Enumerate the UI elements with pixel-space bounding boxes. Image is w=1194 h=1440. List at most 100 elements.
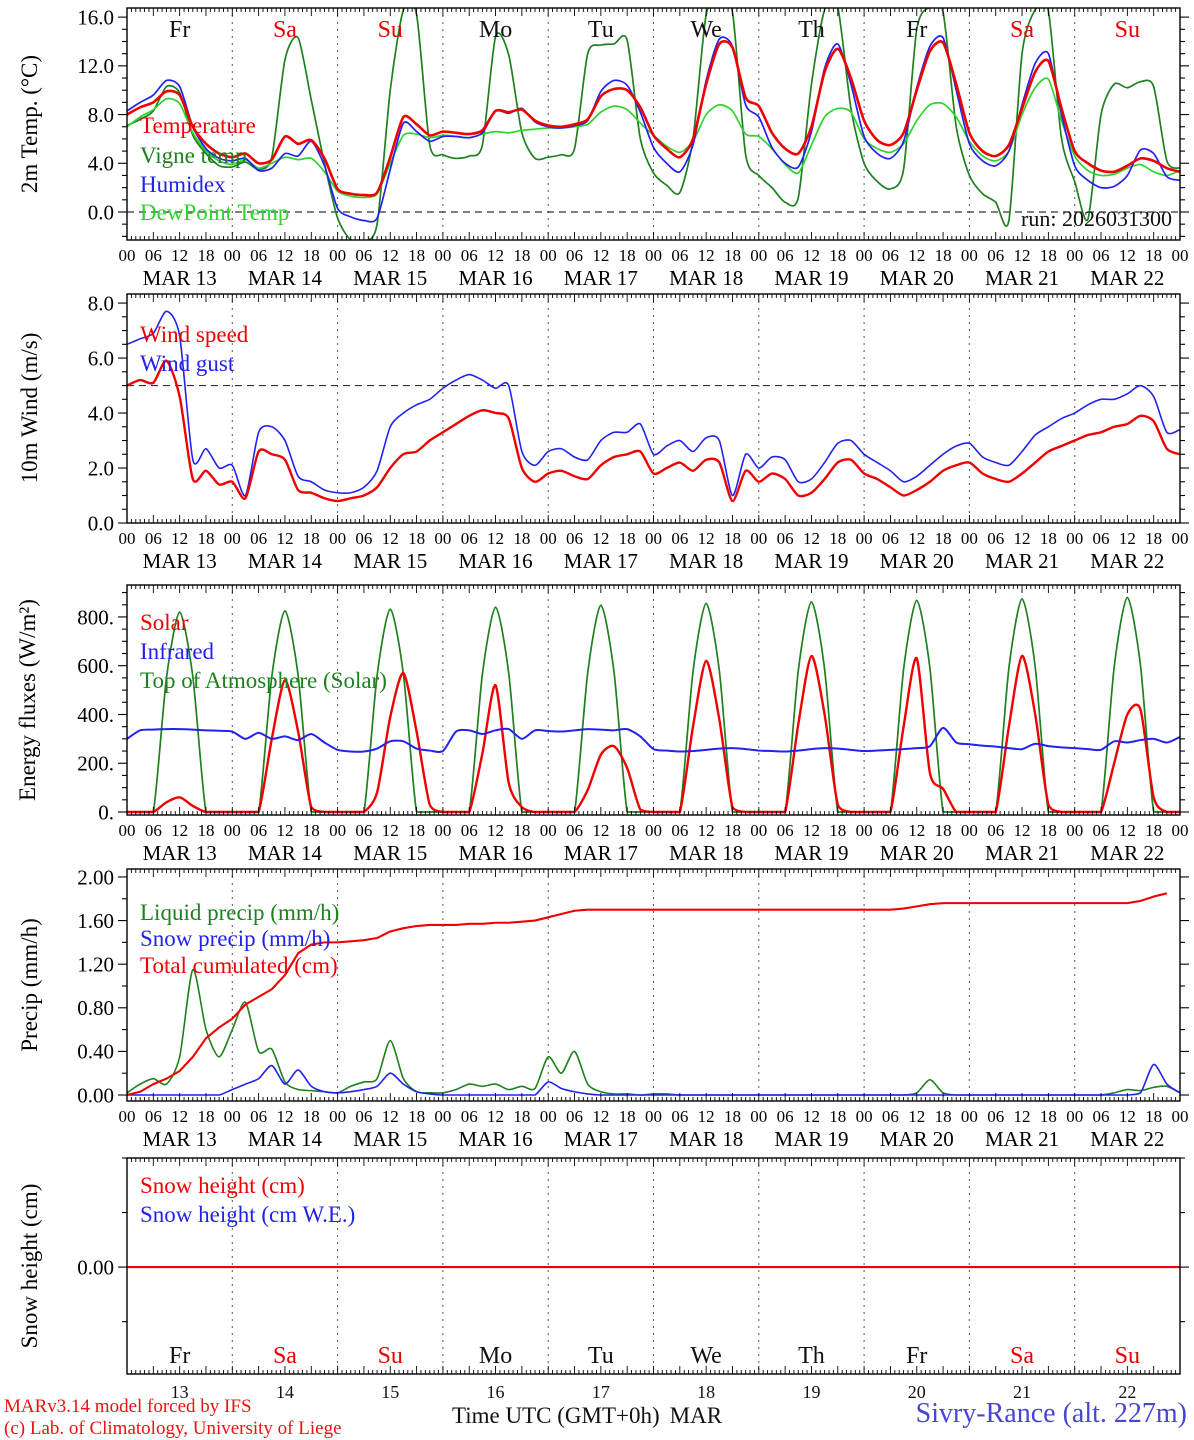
y-tick-label: 0.40 bbox=[77, 1040, 114, 1064]
x-date-label: MAR 22 bbox=[1090, 266, 1164, 290]
x-date-label: MAR 18 bbox=[669, 1127, 743, 1151]
y-tick-label: 8.0 bbox=[88, 103, 114, 127]
x-tick-label: 18 bbox=[1040, 821, 1057, 840]
x-date-label: MAR 15 bbox=[353, 1127, 427, 1151]
x-tick-label: 00 bbox=[224, 1107, 241, 1126]
x-tick-label: 00 bbox=[750, 246, 767, 265]
x-tick-label: 00 bbox=[750, 529, 767, 548]
day-number: 17 bbox=[592, 1382, 610, 1402]
footer-model-credit: MARv3.14 model forced by IFS bbox=[4, 1396, 252, 1417]
x-ruler-ticks bbox=[126, 294, 1181, 523]
x-tick-label: 18 bbox=[1040, 1107, 1057, 1126]
x-tick-label: 12 bbox=[487, 821, 504, 840]
day-number: 19 bbox=[802, 1382, 820, 1402]
x-ruler-ticks bbox=[126, 585, 1181, 815]
time-axis-month: MAR bbox=[669, 1403, 723, 1428]
x-tick-label: 06 bbox=[461, 529, 478, 548]
x-date-label: MAR 15 bbox=[353, 549, 427, 573]
x-tick-label: 18 bbox=[303, 529, 320, 548]
y-tick-label: 0.0 bbox=[88, 200, 114, 224]
x-tick-label: 12 bbox=[1119, 246, 1136, 265]
x-tick-label: 18 bbox=[935, 529, 952, 548]
x-tick-label: 18 bbox=[513, 821, 530, 840]
y-ticks bbox=[118, 876, 1189, 1096]
day-number: 13 bbox=[171, 1382, 189, 1402]
y-tick-label: 400. bbox=[77, 703, 114, 727]
y-axis-label-precip: Precip (mm/h) bbox=[17, 918, 42, 1052]
panel-snow: 0.00 Snow height (cm) Snow height (cm W.E.… bbox=[77, 1157, 1189, 1375]
x-tick-label: 00 bbox=[434, 246, 451, 265]
x-tick-label: 18 bbox=[1040, 529, 1057, 548]
x-tick-label: 18 bbox=[197, 529, 214, 548]
x-tick-label: 00 bbox=[1066, 529, 1083, 548]
x-tick-label: 00 bbox=[1066, 821, 1083, 840]
x-tick-label: 12 bbox=[803, 1107, 820, 1126]
x-tick-label: 00 bbox=[856, 246, 873, 265]
x-tick-label: 12 bbox=[382, 821, 399, 840]
x-tick-label: 06 bbox=[355, 821, 372, 840]
x-tick-label: 06 bbox=[671, 529, 688, 548]
x-tick-label: 12 bbox=[382, 246, 399, 265]
x-tick-label: 06 bbox=[1093, 1107, 1110, 1126]
x-tick-label: 12 bbox=[698, 1107, 715, 1126]
x-tick-label: 06 bbox=[882, 821, 899, 840]
x-date-label: MAR 19 bbox=[774, 549, 848, 573]
x-tick-label: 00 bbox=[540, 246, 557, 265]
x-date-label: MAR 17 bbox=[564, 549, 638, 573]
day-number: 15 bbox=[381, 1382, 399, 1402]
x-tick-label: 12 bbox=[487, 529, 504, 548]
x-date-label: MAR 13 bbox=[143, 266, 217, 290]
series-infrared bbox=[127, 726, 1180, 754]
legend-top-of-atmosphere-solar: Top of Atmosphere (Solar) bbox=[140, 668, 387, 693]
series-vigne-temp bbox=[127, 8, 1180, 240]
x-tick-label: 12 bbox=[908, 246, 925, 265]
x-date-label: MAR 17 bbox=[564, 1127, 638, 1151]
legend-snow-precip-mm-h: Snow precip (mm/h) bbox=[140, 926, 330, 951]
x-tick-label: 00 bbox=[224, 821, 241, 840]
day-name-bottom: We bbox=[690, 1343, 721, 1369]
x-date-label: MAR 14 bbox=[248, 549, 323, 573]
x-tick-label: 18 bbox=[1145, 529, 1162, 548]
x-date-label: MAR 21 bbox=[985, 841, 1059, 865]
y-ticks bbox=[118, 1157, 1189, 1323]
x-tick-label: 06 bbox=[987, 529, 1004, 548]
x-date-label: MAR 19 bbox=[774, 841, 848, 865]
x-tick-label: 00 bbox=[434, 1107, 451, 1126]
x-tick-label: 06 bbox=[671, 1107, 688, 1126]
legend-temperature: Temperature bbox=[140, 113, 256, 138]
legend-infrared: Infrared bbox=[140, 639, 215, 664]
x-tick-label: 06 bbox=[566, 821, 583, 840]
x-tick-label: 12 bbox=[803, 529, 820, 548]
x-tick-label: 00 bbox=[961, 821, 978, 840]
x-tick-label: 00 bbox=[329, 529, 346, 548]
panel-frame bbox=[126, 293, 1181, 524]
x-tick-label: 12 bbox=[276, 1107, 293, 1126]
y-ticks bbox=[118, 302, 1189, 524]
x-tick-label: 00 bbox=[961, 246, 978, 265]
x-tick-label: 18 bbox=[829, 1107, 846, 1126]
x-tick-label: 06 bbox=[777, 1107, 794, 1126]
day-name-top: Fr bbox=[169, 17, 190, 43]
x-tick-label: 18 bbox=[197, 821, 214, 840]
x-tick-label: 18 bbox=[619, 529, 636, 548]
x-tick-label: 18 bbox=[303, 246, 320, 265]
x-tick-label: 06 bbox=[777, 529, 794, 548]
panel-energy: 800. 600. 400. 200. 0. 00 06 12 18 00 06 12 18 00 06 12… bbox=[77, 584, 1189, 865]
day-number: 18 bbox=[697, 1382, 715, 1402]
y-tick-label: 200. bbox=[77, 752, 114, 776]
y-axis-label-energy: Energy fluxes (W/m²) bbox=[15, 599, 40, 801]
day-number: 20 bbox=[908, 1382, 926, 1402]
day-name-bottom: Sa bbox=[273, 1343, 297, 1369]
y-ticks bbox=[118, 592, 1189, 813]
y-tick-label: 1.20 bbox=[77, 953, 114, 977]
series-wind-gust bbox=[127, 310, 1180, 497]
x-tick-label: 00 bbox=[1066, 1107, 1083, 1126]
y-tick-label: 2.00 bbox=[77, 865, 114, 889]
x-date-label: MAR 13 bbox=[143, 1127, 217, 1151]
x-date-label: MAR 22 bbox=[1090, 549, 1164, 573]
x-date-label: MAR 16 bbox=[458, 549, 532, 573]
x-tick-label: 18 bbox=[619, 821, 636, 840]
x-tick-label: 12 bbox=[908, 529, 925, 548]
x-tick-label: 12 bbox=[592, 1107, 609, 1126]
x-tick-label: 12 bbox=[487, 1107, 504, 1126]
